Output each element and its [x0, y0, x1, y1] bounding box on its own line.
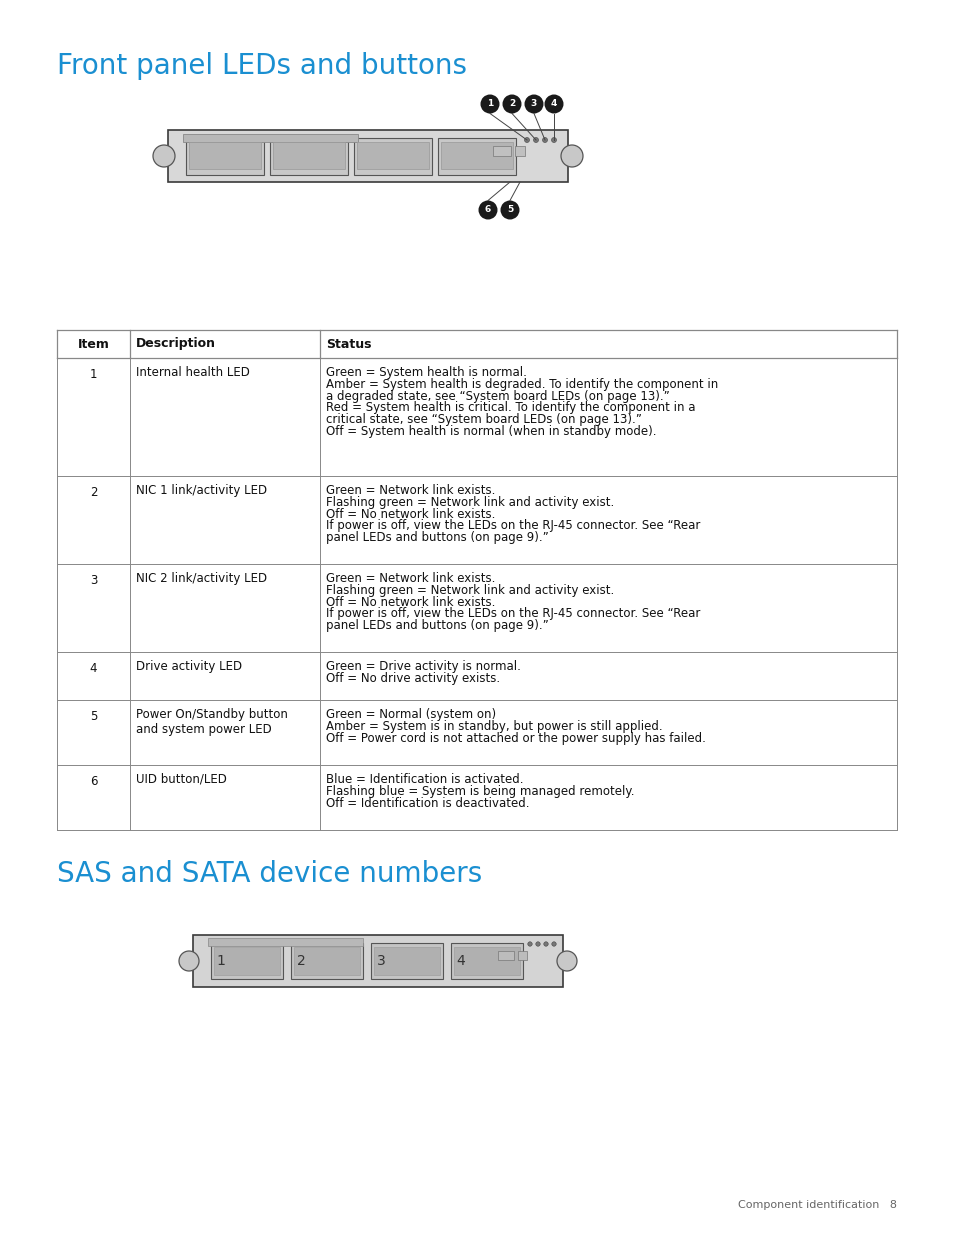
Text: Drive activity LED: Drive activity LED — [136, 659, 242, 673]
Text: Red = System health is critical. To identify the component in a: Red = System health is critical. To iden… — [326, 401, 695, 415]
Text: If power is off, view the LEDs on the RJ-45 connector. See “Rear: If power is off, view the LEDs on the RJ… — [326, 608, 700, 620]
Circle shape — [551, 942, 556, 946]
Text: SAS and SATA device numbers: SAS and SATA device numbers — [57, 860, 482, 888]
Circle shape — [543, 942, 548, 946]
Circle shape — [524, 137, 529, 142]
Text: 1: 1 — [216, 953, 225, 968]
FancyBboxPatch shape — [208, 939, 363, 946]
Text: 2: 2 — [296, 953, 305, 968]
FancyBboxPatch shape — [437, 138, 516, 175]
Text: Off = No network link exists.: Off = No network link exists. — [326, 508, 495, 521]
FancyBboxPatch shape — [186, 138, 264, 175]
Text: panel LEDs and buttons (on page 9).”: panel LEDs and buttons (on page 9).” — [326, 531, 548, 545]
FancyBboxPatch shape — [189, 142, 261, 169]
Text: Amber = System health is degraded. To identify the component in: Amber = System health is degraded. To id… — [326, 378, 718, 390]
Text: 3: 3 — [90, 574, 97, 587]
Text: Green = Drive activity is normal.: Green = Drive activity is normal. — [326, 659, 520, 673]
Circle shape — [557, 951, 577, 971]
FancyBboxPatch shape — [374, 947, 439, 974]
Circle shape — [542, 137, 547, 142]
FancyBboxPatch shape — [356, 142, 429, 169]
Circle shape — [533, 137, 537, 142]
FancyBboxPatch shape — [497, 951, 514, 960]
Text: Green = System health is normal.: Green = System health is normal. — [326, 366, 526, 379]
FancyBboxPatch shape — [440, 142, 513, 169]
FancyBboxPatch shape — [168, 130, 567, 182]
Text: critical state, see “System board LEDs (on page 13).”: critical state, see “System board LEDs (… — [326, 414, 641, 426]
Text: 1: 1 — [486, 100, 493, 109]
Text: panel LEDs and buttons (on page 9).”: panel LEDs and buttons (on page 9).” — [326, 619, 548, 632]
Text: Green = Network link exists.: Green = Network link exists. — [326, 484, 495, 496]
Text: 4: 4 — [550, 100, 557, 109]
Circle shape — [478, 200, 497, 220]
Text: a degraded state, see “System board LEDs (on page 13).”: a degraded state, see “System board LEDs… — [326, 389, 669, 403]
FancyBboxPatch shape — [371, 944, 442, 979]
Text: 4: 4 — [90, 662, 97, 676]
FancyBboxPatch shape — [273, 142, 345, 169]
Text: NIC 1 link/activity LED: NIC 1 link/activity LED — [136, 484, 267, 496]
Text: Power On/Standby button
and system power LED: Power On/Standby button and system power… — [136, 708, 288, 736]
FancyBboxPatch shape — [193, 935, 562, 987]
Text: Off = No drive activity exists.: Off = No drive activity exists. — [326, 672, 499, 684]
FancyBboxPatch shape — [213, 947, 280, 974]
Circle shape — [544, 95, 563, 114]
Text: 2: 2 — [90, 487, 97, 499]
FancyBboxPatch shape — [354, 138, 432, 175]
Text: 2: 2 — [508, 100, 515, 109]
Text: Off = No network link exists.: Off = No network link exists. — [326, 595, 495, 609]
FancyBboxPatch shape — [515, 146, 524, 156]
Text: Green = Normal (system on): Green = Normal (system on) — [326, 708, 496, 721]
Circle shape — [502, 95, 521, 114]
Text: 5: 5 — [90, 710, 97, 722]
Circle shape — [480, 95, 499, 114]
Text: 4: 4 — [456, 953, 465, 968]
Circle shape — [152, 144, 174, 167]
Text: 6: 6 — [90, 776, 97, 788]
Circle shape — [527, 942, 532, 946]
Text: Flashing green = Network link and activity exist.: Flashing green = Network link and activi… — [326, 495, 614, 509]
FancyBboxPatch shape — [270, 138, 348, 175]
Text: Internal health LED: Internal health LED — [136, 366, 250, 379]
FancyBboxPatch shape — [517, 951, 526, 960]
FancyBboxPatch shape — [451, 944, 522, 979]
Text: Amber = System is in standby, but power is still applied.: Amber = System is in standby, but power … — [326, 720, 662, 732]
Text: NIC 2 link/activity LED: NIC 2 link/activity LED — [136, 572, 267, 585]
Text: Front panel LEDs and buttons: Front panel LEDs and buttons — [57, 52, 467, 80]
Text: Blue = Identification is activated.: Blue = Identification is activated. — [326, 773, 523, 785]
Text: UID button/LED: UID button/LED — [136, 773, 227, 785]
Text: Description: Description — [136, 337, 215, 351]
Circle shape — [500, 200, 519, 220]
Text: Status: Status — [326, 337, 371, 351]
Text: Item: Item — [77, 337, 110, 351]
Text: If power is off, view the LEDs on the RJ-45 connector. See “Rear: If power is off, view the LEDs on the RJ… — [326, 520, 700, 532]
FancyBboxPatch shape — [211, 944, 283, 979]
FancyBboxPatch shape — [183, 135, 357, 142]
Text: Off = Identification is deactivated.: Off = Identification is deactivated. — [326, 797, 529, 810]
FancyBboxPatch shape — [294, 947, 359, 974]
Text: Off = Power cord is not attached or the power supply has failed.: Off = Power cord is not attached or the … — [326, 731, 705, 745]
Circle shape — [524, 95, 543, 114]
Text: Component identification   8: Component identification 8 — [738, 1200, 896, 1210]
Circle shape — [551, 137, 556, 142]
Text: 6: 6 — [484, 205, 491, 215]
FancyBboxPatch shape — [493, 146, 511, 156]
Text: Flashing blue = System is being managed remotely.: Flashing blue = System is being managed … — [326, 784, 634, 798]
Circle shape — [179, 951, 199, 971]
Text: Flashing green = Network link and activity exist.: Flashing green = Network link and activi… — [326, 584, 614, 597]
Text: Off = System health is normal (when in standby mode).: Off = System health is normal (when in s… — [326, 425, 656, 438]
Circle shape — [560, 144, 582, 167]
Text: 1: 1 — [90, 368, 97, 382]
FancyBboxPatch shape — [454, 947, 519, 974]
Text: 5: 5 — [506, 205, 513, 215]
Text: 3: 3 — [376, 953, 385, 968]
Text: 3: 3 — [530, 100, 537, 109]
FancyBboxPatch shape — [291, 944, 363, 979]
Circle shape — [536, 942, 539, 946]
Text: Green = Network link exists.: Green = Network link exists. — [326, 572, 495, 585]
